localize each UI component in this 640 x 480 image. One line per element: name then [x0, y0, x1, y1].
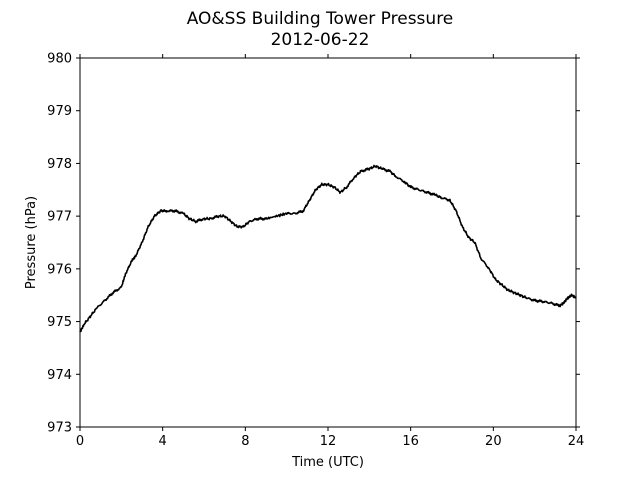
- chart-title: AO&SS Building Tower Pressure: [187, 9, 454, 29]
- plot-area-frame: [79, 57, 577, 428]
- y-tick-label: 979: [47, 104, 72, 119]
- y-tick-label: 974: [47, 368, 72, 383]
- x-tick-label: 4: [159, 434, 167, 449]
- x-tick-label: 0: [76, 434, 84, 449]
- x-tick-label: 16: [402, 434, 419, 449]
- y-axis-label: Pressure (hPa): [24, 196, 39, 289]
- axis-ticks: 0 4 8 12 16 20 24 973 974 975 976 977 978 979 980: [47, 52, 584, 450]
- x-axis-label: Time (UTC): [291, 455, 364, 470]
- y-tick-label: 977: [47, 210, 72, 225]
- y-tick-label: 980: [47, 52, 72, 67]
- x-tick-label: 8: [241, 434, 249, 449]
- y-tick-label: 975: [47, 315, 72, 330]
- y-tick-label: 976: [47, 262, 72, 277]
- y-tick-label: 978: [47, 157, 72, 172]
- x-tick-label: 12: [320, 434, 337, 449]
- x-tick-label: 24: [568, 434, 585, 449]
- pressure-series-line: [79, 164, 577, 333]
- x-tick-label: 20: [485, 434, 502, 449]
- chart-subtitle: 2012-06-22: [271, 30, 370, 50]
- y-tick-label: 973: [47, 421, 72, 436]
